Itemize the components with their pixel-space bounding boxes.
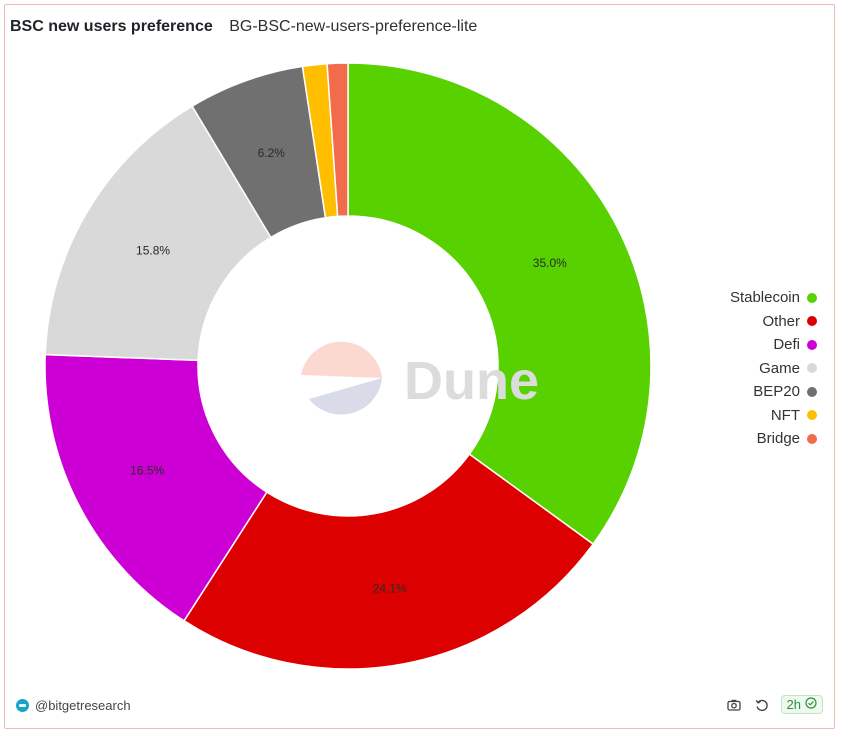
chart-title: BSC new users preference: [10, 18, 213, 35]
dune-logo-top: [301, 341, 382, 378]
chart-header: BSC new users preference BG-BSC-new-user…: [10, 18, 477, 36]
legend-swatch: [807, 410, 817, 421]
refresh-age-badge[interactable]: 2h: [780, 695, 823, 714]
refresh-icon[interactable]: [753, 696, 771, 714]
check-circle-icon: [805, 697, 817, 712]
slice-label-bep20: 6.2%: [258, 146, 286, 160]
camera-icon[interactable]: [725, 696, 743, 714]
legend-swatch: [807, 339, 817, 350]
author-avatar: [16, 699, 29, 712]
chart-subtitle: BG-BSC-new-users-preference-lite: [229, 18, 478, 35]
legend-label: Stablecoin: [729, 289, 800, 307]
legend-label: NFT: [770, 406, 800, 424]
author-name: @bitgetresearch: [35, 698, 131, 713]
dune-watermark: Dune: [301, 341, 539, 415]
legend-item-defi[interactable]: Defi: [667, 333, 817, 357]
legend-item-game[interactable]: Game: [667, 357, 817, 381]
legend-swatch: [807, 292, 817, 303]
dune-watermark-text: Dune: [404, 351, 539, 411]
legend-swatch: [807, 316, 817, 327]
slice-game[interactable]: [44, 105, 272, 362]
slice-label-other: 24.1%: [373, 582, 407, 596]
slice-bridge[interactable]: [326, 62, 349, 218]
author-credit[interactable]: @bitgetresearch: [16, 698, 131, 713]
refresh-age: 2h: [786, 697, 801, 712]
legend-item-bridge[interactable]: Bridge: [667, 427, 817, 451]
legend-label: Other: [762, 312, 800, 330]
dune-logo-bottom: [309, 378, 382, 415]
legend-item-bep20[interactable]: BEP20: [667, 380, 817, 404]
slice-other[interactable]: [183, 453, 595, 670]
legend-swatch: [807, 433, 817, 444]
slice-label-stablecoin: 35.0%: [533, 256, 567, 270]
legend-label: Bridge: [756, 430, 800, 448]
legend-label: Defi: [773, 336, 800, 354]
legend-swatch: [807, 363, 817, 374]
legend-label: BEP20: [753, 383, 800, 401]
legend-swatch: [807, 386, 817, 397]
legend-item-nft[interactable]: NFT: [667, 404, 817, 428]
footer-tools: 2h: [725, 695, 823, 714]
legend-label: Game: [759, 359, 800, 377]
legend-item-stablecoin[interactable]: Stablecoin: [667, 286, 817, 310]
chart-legend: Stablecoin Other Defi Game BEP20 NFT Bridge: [667, 286, 817, 451]
slice-label-defi: 16.5%: [130, 464, 164, 478]
slice-label-game: 15.8%: [136, 244, 170, 258]
slice-stablecoin[interactable]: [347, 62, 652, 546]
legend-item-other[interactable]: Other: [667, 310, 817, 334]
slice-defi[interactable]: [44, 353, 268, 622]
